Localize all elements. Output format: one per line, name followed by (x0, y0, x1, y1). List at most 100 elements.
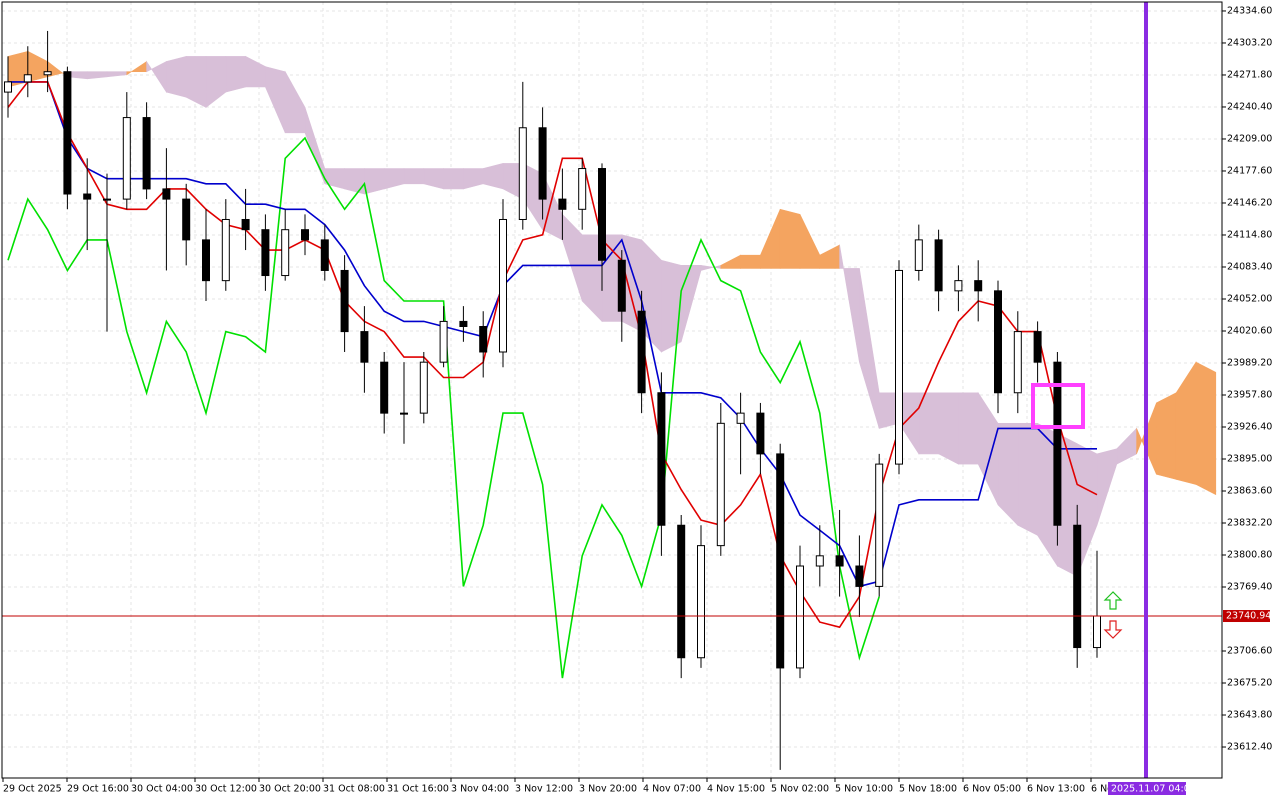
x-tick-label: 31 Oct 08:00 (323, 784, 385, 795)
candle-body (202, 239, 210, 282)
candle-body (261, 229, 270, 277)
candle-body (756, 412, 765, 455)
candle-body (855, 565, 864, 587)
candle-body (934, 239, 943, 292)
x-tick-label: 4 Nov 07:00 (643, 784, 701, 795)
y-tick-label: 23957.80 (1227, 389, 1272, 400)
cloud (403, 168, 425, 185)
x-tick-label: 3 Nov 20:00 (579, 784, 637, 795)
candle-body (103, 198, 111, 201)
candle-body (994, 290, 1002, 394)
y-tick-label: 24303.20 (1227, 37, 1272, 48)
candle-body (538, 127, 547, 200)
candle-body (301, 229, 309, 241)
plot-frame (1, 1, 1223, 779)
candle-body (419, 361, 428, 414)
candle-body (499, 218, 507, 353)
candle-body (241, 218, 250, 231)
buy-arrow (1103, 591, 1123, 610)
y-tick-label: 23832.20 (1227, 518, 1272, 529)
cloud (1156, 392, 1177, 480)
sell-arrow (1103, 620, 1123, 639)
candle-body (637, 310, 646, 394)
candle-body (1073, 524, 1082, 649)
chikou-line (7, 136, 880, 679)
y-tick-label: 24146.20 (1227, 197, 1272, 208)
y-tick-label: 23863.60 (1227, 486, 1272, 497)
x-tick-label: 30 Oct 04:00 (131, 784, 193, 795)
candle-body (320, 239, 329, 271)
x-tick-label: 30 Oct 20:00 (259, 784, 321, 795)
candle-body (83, 193, 92, 200)
candle-body (875, 463, 884, 587)
candle-body (479, 326, 488, 353)
candle-body (736, 412, 745, 424)
candle-body (63, 71, 72, 195)
candle-body (578, 168, 587, 210)
candle-body (162, 188, 171, 200)
candle-body (914, 239, 923, 271)
x-tick-label: 4 Nov 15:00 (707, 784, 765, 795)
cloud (661, 259, 682, 353)
candle-body (122, 117, 131, 200)
candle-body (4, 81, 12, 93)
candle-body (598, 168, 606, 261)
candle-body (835, 555, 844, 567)
x-tick-label: 3 Nov 12:00 (515, 784, 573, 795)
x-tick-label: 6 Nov 05:00 (963, 784, 1021, 795)
candle-body (43, 71, 52, 76)
y-tick-label: 24177.60 (1227, 165, 1272, 176)
candle-body (895, 269, 903, 465)
x-tick-label: 30 Oct 12:00 (195, 784, 257, 795)
candle-body (459, 320, 468, 328)
candle-body (142, 117, 151, 190)
candle-body (716, 422, 725, 547)
y-tick-label: 23706.60 (1227, 646, 1272, 657)
y-tick-label: 23769.40 (1227, 582, 1272, 593)
candle-body (697, 545, 705, 659)
price-label-bg (1223, 610, 1270, 623)
candle-body (182, 198, 191, 241)
cloud (958, 392, 979, 465)
y-tick-label: 24271.80 (1227, 69, 1272, 80)
x-tick-label: 3 Nov 04:00 (451, 784, 509, 795)
y-tick-label: 24334.60 (1227, 5, 1272, 16)
y-tick-label: 24052.00 (1227, 293, 1272, 304)
y-tick-label: 23895.00 (1227, 453, 1272, 464)
x-tick-label: 5 Nov 18:00 (899, 784, 957, 795)
y-tick-label: 23989.20 (1227, 357, 1272, 368)
candle-body (776, 453, 785, 669)
candle-body (1013, 331, 1022, 394)
candle-body (23, 74, 32, 83)
tenkan-line (7, 81, 1098, 629)
x-tick-label: 5 Nov 10:00 (835, 784, 893, 795)
cloud (779, 208, 801, 269)
y-tick-label: 24209.00 (1227, 133, 1272, 144)
y-tick-label: 23800.80 (1227, 550, 1272, 561)
y-tick-label: 23926.40 (1227, 421, 1272, 432)
candle-body (360, 331, 369, 363)
x-tick-label: 29 Oct 16:00 (67, 784, 129, 795)
candle-body (340, 269, 349, 333)
x-tick-label: 6 No (1091, 784, 1113, 795)
cloud (740, 254, 761, 269)
cloud (225, 56, 246, 93)
x-tick-label: 6 Nov 13:00 (1027, 784, 1085, 795)
candle-body (657, 392, 666, 526)
candle-body (380, 361, 389, 414)
candle-body (1033, 331, 1042, 363)
price-label: 23740.94 (1226, 611, 1271, 622)
y-tick-label: 23643.80 (1227, 710, 1272, 721)
candle-body (617, 259, 626, 312)
kijun-line (8, 81, 1097, 588)
y-tick-label: 24083.40 (1227, 261, 1272, 272)
cloud (443, 168, 464, 190)
candle-body (281, 229, 290, 277)
time-marker-bg (1108, 782, 1186, 795)
candle-body (954, 280, 963, 292)
y-tick-label: 24240.40 (1227, 101, 1272, 112)
candle-body (221, 218, 230, 282)
